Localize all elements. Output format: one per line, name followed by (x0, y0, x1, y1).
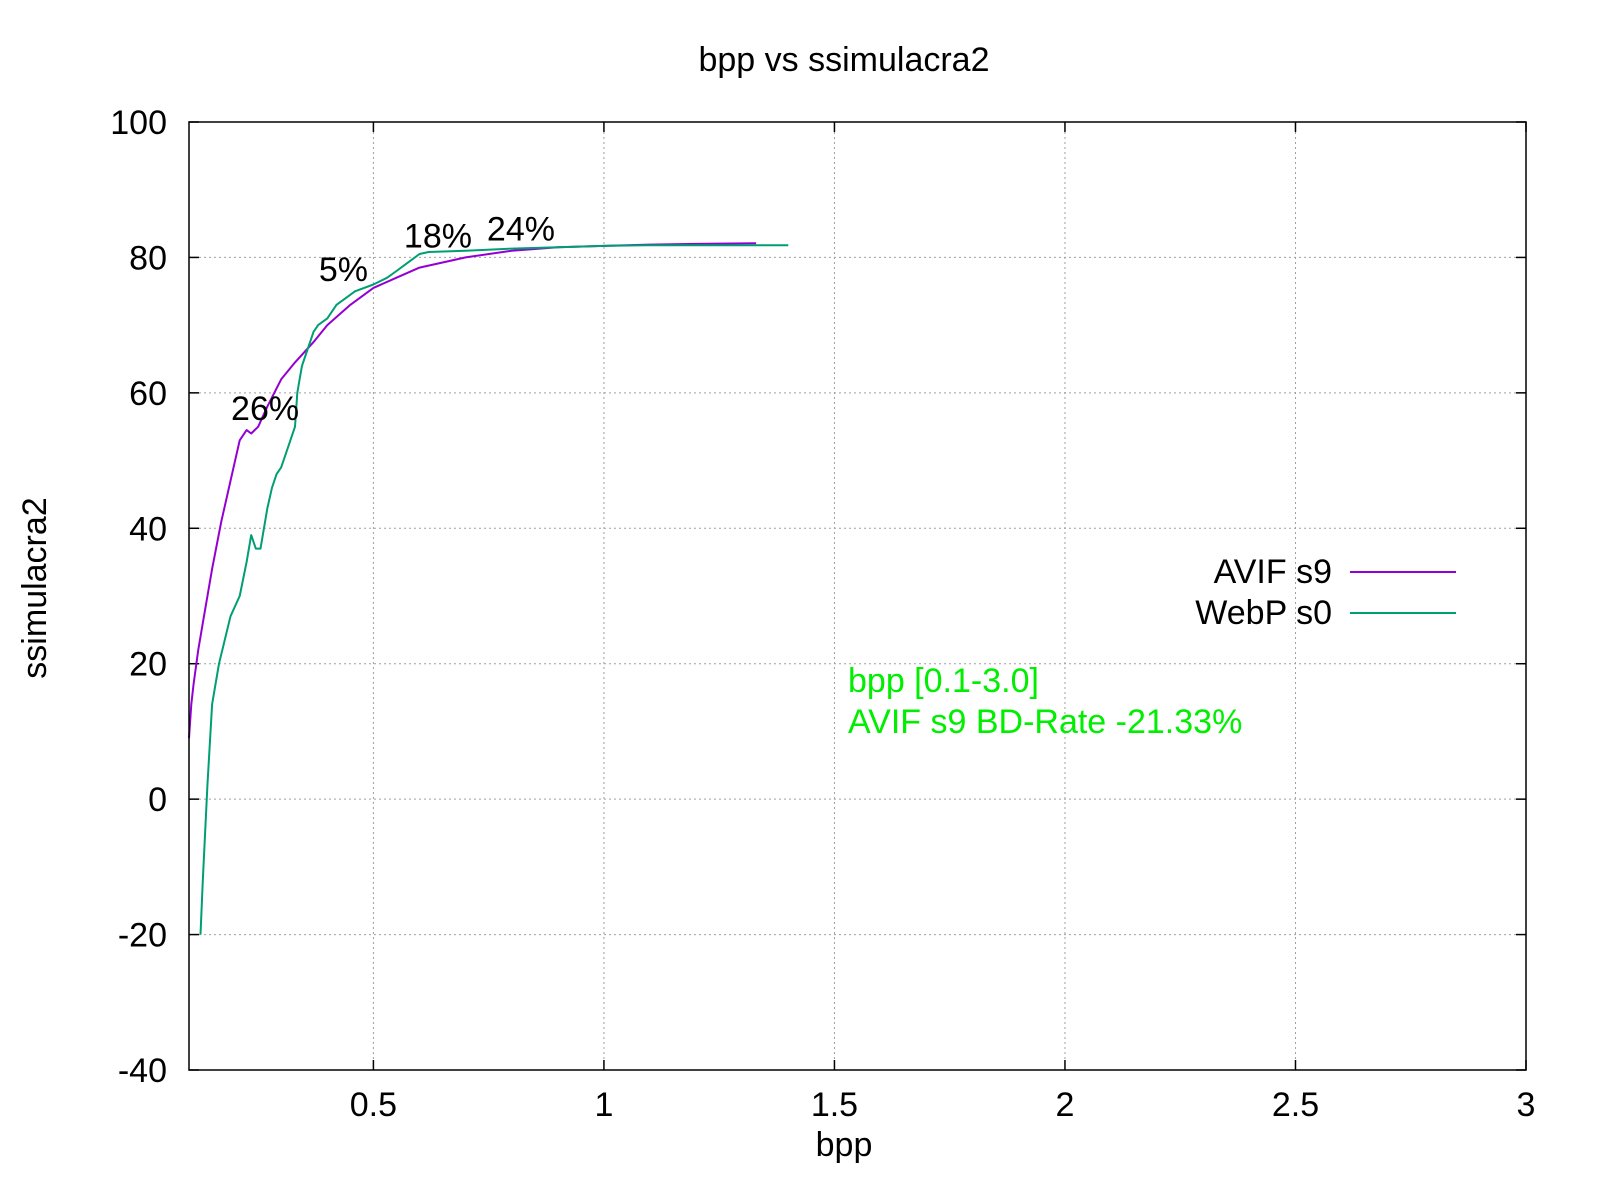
legend-label-avif: AVIF s9 (1214, 553, 1332, 591)
series-lines (188, 242, 789, 935)
y-tick-label: -40 (118, 1052, 167, 1090)
y-tick-label: 40 (129, 510, 167, 548)
x-tick-label: 1.5 (811, 1086, 858, 1124)
legend: AVIF s9 WebP s0 (1195, 553, 1456, 632)
x-tick-label: 2 (1056, 1086, 1075, 1124)
chart-title: bpp vs ssimulacra2 (698, 41, 989, 79)
info-line-range: bpp [0.1-3.0] (848, 662, 1039, 700)
y-tick-label: 60 (129, 375, 167, 413)
series-line-webp (199, 244, 789, 935)
annotation-label: 26% (231, 390, 299, 428)
y-tick-label: 0 (148, 781, 167, 819)
annotation-label: 24% (487, 211, 555, 249)
legend-label-webp: WebP s0 (1195, 594, 1332, 632)
series-line-avif (188, 242, 757, 739)
y-tick-label: 20 (129, 646, 167, 684)
y-tick-labels: -40 -20 0 20 40 60 80 100 (110, 104, 167, 1090)
x-tick-label: 2.5 (1272, 1086, 1319, 1124)
y-axis-title: ssimulacra2 (16, 497, 54, 678)
annotations: 26% 5% 18% 24% (231, 211, 555, 428)
x-tick-label: 1 (594, 1086, 613, 1124)
x-tick-label: 0.5 (350, 1086, 397, 1124)
info-line-bdrate: AVIF s9 BD-Rate -21.33% (848, 703, 1242, 741)
info-box: bpp [0.1-3.0] AVIF s9 BD-Rate -21.33% (848, 662, 1242, 741)
x-axis-title: bpp (816, 1126, 873, 1164)
y-tick-label: -20 (118, 917, 167, 955)
annotation-label: 5% (319, 251, 368, 289)
y-tick-label: 100 (110, 104, 167, 142)
y-tick-label: 80 (129, 239, 167, 277)
plot-border (188, 121, 1527, 1071)
x-tick-label: 3 (1517, 1086, 1536, 1124)
annotation-label: 18% (404, 217, 472, 255)
x-tick-labels: 0.5 1 1.5 2 2.5 3 (350, 1086, 1536, 1124)
